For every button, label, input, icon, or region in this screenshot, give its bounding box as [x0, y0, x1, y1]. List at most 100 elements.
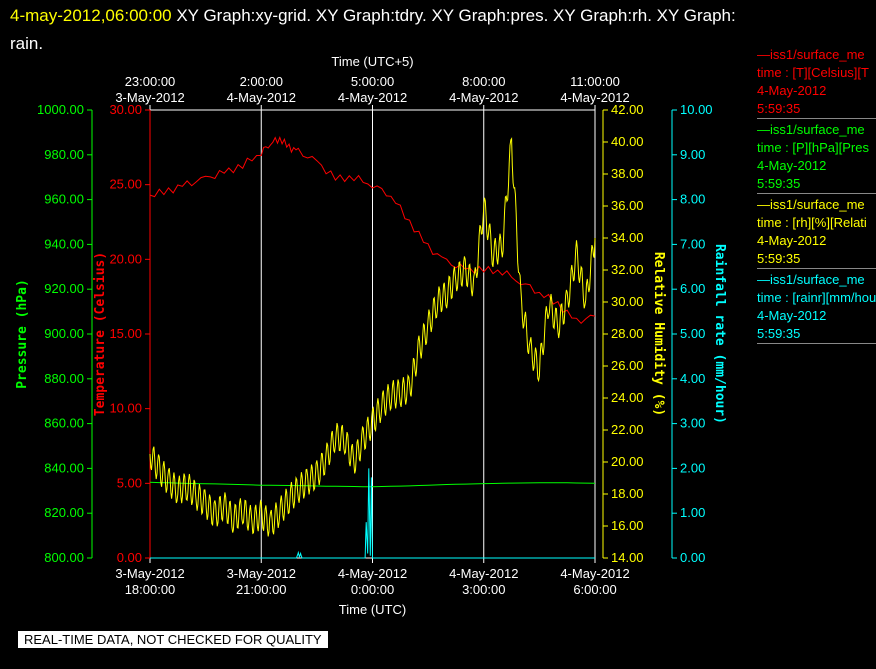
legend-series-name: —iss1/surface_me [757, 272, 865, 287]
temperature-tick-label: 10.00 [109, 401, 142, 416]
legend-entry-rh: —iss1/surface_me time : [rh][%][Relati 4… [757, 196, 876, 269]
legend-entry-pressure: —iss1/surface_me time : [P][hPa][Pres 4-… [757, 121, 876, 194]
x-tick-label-time: 3:00:00 [462, 582, 505, 597]
rain-series-line [150, 468, 595, 559]
x-tick-label-date: 4-May-2012 [560, 566, 629, 581]
pressure-tick-label: 980.00 [44, 147, 84, 162]
legend-series-date: 4-May-2012 [757, 83, 827, 98]
pressure-tick-label: 920.00 [44, 281, 84, 296]
rh-tick-label: 24.00 [611, 390, 644, 405]
rh-tick-label: 30.00 [611, 294, 644, 309]
x-tick-label-date: 3-May-2012 [227, 566, 296, 581]
legend-series-name: —iss1/surface_me [757, 47, 865, 62]
legend-series-date: 4-May-2012 [757, 233, 827, 248]
temperature-tick-label: 20.00 [109, 251, 142, 266]
legend-series-units: time : [rh][%][Relati [757, 215, 867, 230]
pressure-tick-label: 880.00 [44, 371, 84, 386]
rh-tick-label: 40.00 [611, 134, 644, 149]
pressure-tick-label: 860.00 [44, 416, 84, 431]
window-title: 4-may-2012,06:00:00 XY Graph:xy-grid. XY… [10, 2, 850, 58]
rain-tick-label: 9.00 [680, 147, 705, 162]
pressure-tick-label: 820.00 [44, 505, 84, 520]
x-tick-label-time: 6:00:00 [573, 582, 616, 597]
x2-tick-label-date: 4-May-2012 [227, 90, 296, 105]
x2-axis-label: Time (UTC+5) [331, 54, 413, 69]
rain-tick-label: 7.00 [680, 236, 705, 251]
rain-axis-label: Rainfall rate (mm/hour) [712, 244, 727, 424]
x-tick-label-time: 21:00:00 [236, 582, 287, 597]
rain-tick-label: 1.00 [680, 505, 705, 520]
pressure-tick-label: 960.00 [44, 192, 84, 207]
x2-tick-label-time: 23:00:00 [125, 74, 176, 89]
rh-tick-label: 20.00 [611, 454, 644, 469]
legend-series-time: 5:59:35 [757, 326, 801, 341]
rh-tick-label: 42.00 [611, 102, 644, 117]
pressure-series-line [149, 481, 596, 488]
title-datetime: 4-may-2012,06:00:00 [10, 6, 172, 25]
x-tick-label-time: 18:00:00 [125, 582, 176, 597]
rh-tick-label: 18.00 [611, 486, 644, 501]
rain-tick-label: 6.00 [680, 281, 705, 296]
x2-tick-label-time: 8:00:00 [462, 74, 505, 89]
rain-tick-label: 3.00 [680, 416, 705, 431]
rain-tick-label: 10.00 [680, 102, 713, 117]
legend-series-date: 4-May-2012 [757, 308, 827, 323]
legend-series-time: 5:59:35 [757, 101, 801, 116]
x2-tick-label-date: 4-May-2012 [338, 90, 407, 105]
x2-tick-label-date: 4-May-2012 [560, 90, 629, 105]
legend-series-units: time : [P][hPa][Pres [757, 140, 869, 155]
temperature-tick-label: 15.00 [109, 326, 142, 341]
temperature-tick-label: 30.00 [109, 102, 142, 117]
rain-tick-label: 8.00 [680, 192, 705, 207]
x-axis-label: Time (UTC) [339, 602, 406, 617]
legend-series-name: —iss1/surface_me [757, 197, 865, 212]
title-graphs-cont: rain. [10, 34, 44, 53]
legend-series-name: —iss1/surface_me [757, 122, 865, 137]
temperature-tick-label: 0.00 [117, 550, 142, 565]
legend-series-time: 5:59:35 [757, 251, 801, 266]
temperature-series-line [149, 135, 596, 325]
x2-tick-label-time: 5:00:00 [351, 74, 394, 89]
pressure-tick-label: 940.00 [44, 236, 84, 251]
pressure-tick-label: 1000.00 [37, 102, 84, 117]
rh-tick-label: 26.00 [611, 358, 644, 373]
legend-series-units: time : [T][Celsius][T [757, 65, 869, 80]
quality-notice: REAL-TIME DATA, NOT CHECKED FOR QUALITY [18, 631, 328, 648]
rh-tick-label: 38.00 [611, 166, 644, 181]
pressure-tick-label: 800.00 [44, 550, 84, 565]
x2-tick-label-date: 4-May-2012 [449, 90, 518, 105]
x2-tick-label-time: 11:00:00 [570, 74, 620, 89]
legend-series-time: 5:59:35 [757, 176, 801, 191]
temperature-tick-label: 25.00 [109, 177, 142, 192]
pressure-tick-label: 900.00 [44, 326, 84, 341]
rh-series-line [149, 137, 596, 537]
x-tick-label-date: 3-May-2012 [115, 566, 184, 581]
rh-tick-label: 14.00 [611, 550, 644, 565]
rh-tick-label: 28.00 [611, 326, 644, 341]
x-tick-label-time: 0:00:00 [351, 582, 394, 597]
legend-entry-temperature: —iss1/surface_me time : [T][Celsius][T 4… [757, 46, 876, 119]
rh-tick-label: 34.00 [611, 230, 644, 245]
rain-tick-label: 0.00 [680, 550, 705, 565]
legend-series-units: time : [rainr][mm/hou [757, 290, 876, 305]
title-graphs: XY Graph:xy-grid. XY Graph:tdry. XY Grap… [176, 6, 736, 25]
rh-tick-label: 32.00 [611, 262, 644, 277]
rh-tick-label: 16.00 [611, 518, 644, 533]
rh-tick-label: 22.00 [611, 422, 644, 437]
x-tick-label-date: 4-May-2012 [338, 566, 407, 581]
rain-tick-label: 2.00 [680, 460, 705, 475]
temperature-axis-label: Temperature (Celsius) [93, 252, 108, 416]
legend-entry-rain: —iss1/surface_me time : [rainr][mm/hou 4… [757, 271, 876, 344]
legend-series-date: 4-May-2012 [757, 158, 827, 173]
pressure-tick-label: 840.00 [44, 460, 84, 475]
x2-tick-label-date: 3-May-2012 [115, 90, 184, 105]
rain-tick-label: 5.00 [680, 326, 705, 341]
x2-tick-label-time: 2:00:00 [240, 74, 283, 89]
legend: —iss1/surface_me time : [T][Celsius][T 4… [757, 46, 876, 346]
rh-tick-label: 36.00 [611, 198, 644, 213]
x-tick-label-date: 4-May-2012 [449, 566, 518, 581]
temperature-tick-label: 5.00 [117, 475, 142, 490]
rain-tick-label: 4.00 [680, 371, 705, 386]
pressure-axis-label: Pressure (hPa) [15, 279, 30, 389]
